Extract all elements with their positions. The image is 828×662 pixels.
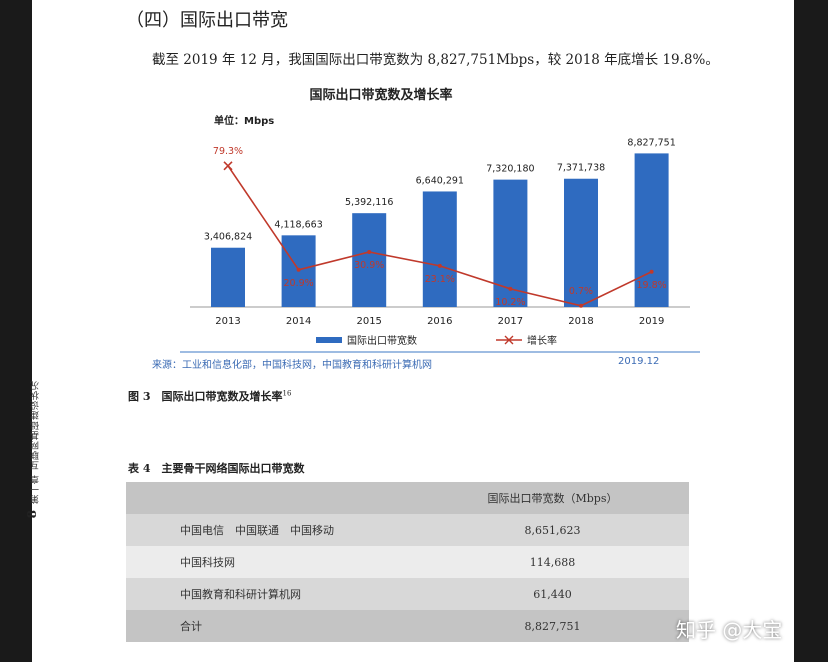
growth-rate-point — [296, 267, 301, 272]
table-row-total: 合计 8,827,751 — [126, 610, 689, 642]
table-cell-network: 合计 — [126, 610, 416, 642]
body-paragraph: 截至 2019 年 12 月，我国国际出口带宽数为 8,827,751Mbps，… — [152, 52, 719, 68]
table-header-row: 国际出口带宽数（Mbps） — [126, 482, 689, 514]
x-tick-label: 2016 — [427, 316, 452, 327]
growth-rate-point — [579, 303, 583, 308]
growth-rate-point — [367, 249, 372, 254]
table-header-name — [126, 482, 416, 514]
x-tick-label: 2018 — [568, 316, 593, 327]
growth-rate-label: 23.1% — [425, 274, 455, 285]
table-header-value: 国际出口带宽数（Mbps） — [416, 482, 689, 514]
chart-title: 国际出口带宽数及增长率 — [309, 88, 453, 103]
figure-caption-text: 图 3 国际出口带宽数及增长率 — [128, 390, 283, 403]
growth-rate-point — [649, 269, 654, 274]
table-caption: 表 4 主要骨干网络国际出口带宽数 — [128, 462, 305, 475]
bar-value-label: 6,640,291 — [416, 175, 464, 186]
chart-source-date: 2019.12 — [618, 356, 660, 367]
figure-caption: 图 3 国际出口带宽数及增长率16 — [128, 388, 291, 404]
bar-value-label: 8,827,751 — [627, 137, 675, 148]
legend-bar-swatch — [316, 337, 342, 343]
bar-2018 — [564, 178, 598, 307]
bar-value-label: 7,320,180 — [486, 164, 534, 175]
growth-rate-label: 10.2% — [495, 297, 525, 308]
legend-line-marker — [504, 335, 514, 345]
bar-value-label: 4,118,663 — [274, 219, 322, 230]
chart-unit-label: 单位：Mbps — [214, 114, 274, 127]
bar-value-label: 3,406,824 — [204, 232, 252, 243]
page-number: 8 — [25, 510, 39, 519]
x-tick-label: 2015 — [356, 316, 381, 327]
bar-value-label: 5,392,116 — [345, 197, 393, 208]
table-cell-bandwidth: 114,688 — [416, 546, 689, 578]
x-tick-label: 2014 — [286, 316, 311, 327]
growth-rate-point — [437, 263, 442, 268]
figure-footnote-ref: 16 — [282, 389, 292, 398]
legend-line-label: 增长率 — [527, 334, 557, 347]
growth-rate-label: 30.9% — [354, 260, 384, 271]
table-row: 中国电信 中国联通 中国移动 8,651,623 — [126, 514, 689, 546]
bandwidth-table: 国际出口带宽数（Mbps） 中国电信 中国联通 中国移动 8,651,623 中… — [126, 482, 689, 642]
table-cell-bandwidth: 8,651,623 — [416, 514, 689, 546]
x-tick-label: 2019 — [639, 316, 664, 327]
legend-bar-label: 国际出口带宽数 — [347, 334, 417, 347]
growth-rate-point — [508, 286, 513, 291]
table-row: 中国教育和科研计算机网 61,440 — [126, 578, 689, 610]
chart-source: 来源：工业和信息化部，中国科技网，中国教育和科研计算机网 — [152, 360, 432, 371]
growth-rate-label: 0.7% — [569, 286, 593, 297]
table-cell-bandwidth: 8,827,751 — [416, 610, 689, 642]
bar-2016 — [422, 191, 457, 307]
table-cell-bandwidth: 61,440 — [416, 578, 689, 610]
growth-rate-label: 20.9% — [284, 278, 314, 289]
bandwidth-chart: 单位：Mbps 3,406,824 2013 4,118,663 2014 5,392,1… — [180, 114, 700, 353]
table-cell-network: 中国教育和科研计算机网 — [126, 578, 416, 610]
table-cell-network: 中国科技网 — [126, 546, 416, 578]
growth-rate-point — [223, 161, 233, 171]
chapter-margin-label: 第一章 互联网基础建设状况 — [31, 380, 41, 504]
bar-2019 — [634, 153, 669, 307]
bar-2015 — [352, 213, 387, 307]
bar-2013 — [211, 247, 245, 307]
bar-value-label: 7,371,738 — [557, 163, 605, 174]
growth-rate-label: 19.8% — [637, 280, 667, 291]
growth-rate-label: 79.3% — [213, 146, 243, 157]
watermark: 知乎 @大宝 — [676, 618, 783, 642]
section-title: （四）国际出口带宽 — [126, 10, 288, 31]
table-cell-network: 中国电信 中国联通 中国移动 — [126, 514, 416, 546]
x-tick-label: 2013 — [215, 316, 240, 327]
table-row: 中国科技网 114,688 — [126, 546, 689, 578]
x-tick-label: 2017 — [498, 316, 523, 327]
